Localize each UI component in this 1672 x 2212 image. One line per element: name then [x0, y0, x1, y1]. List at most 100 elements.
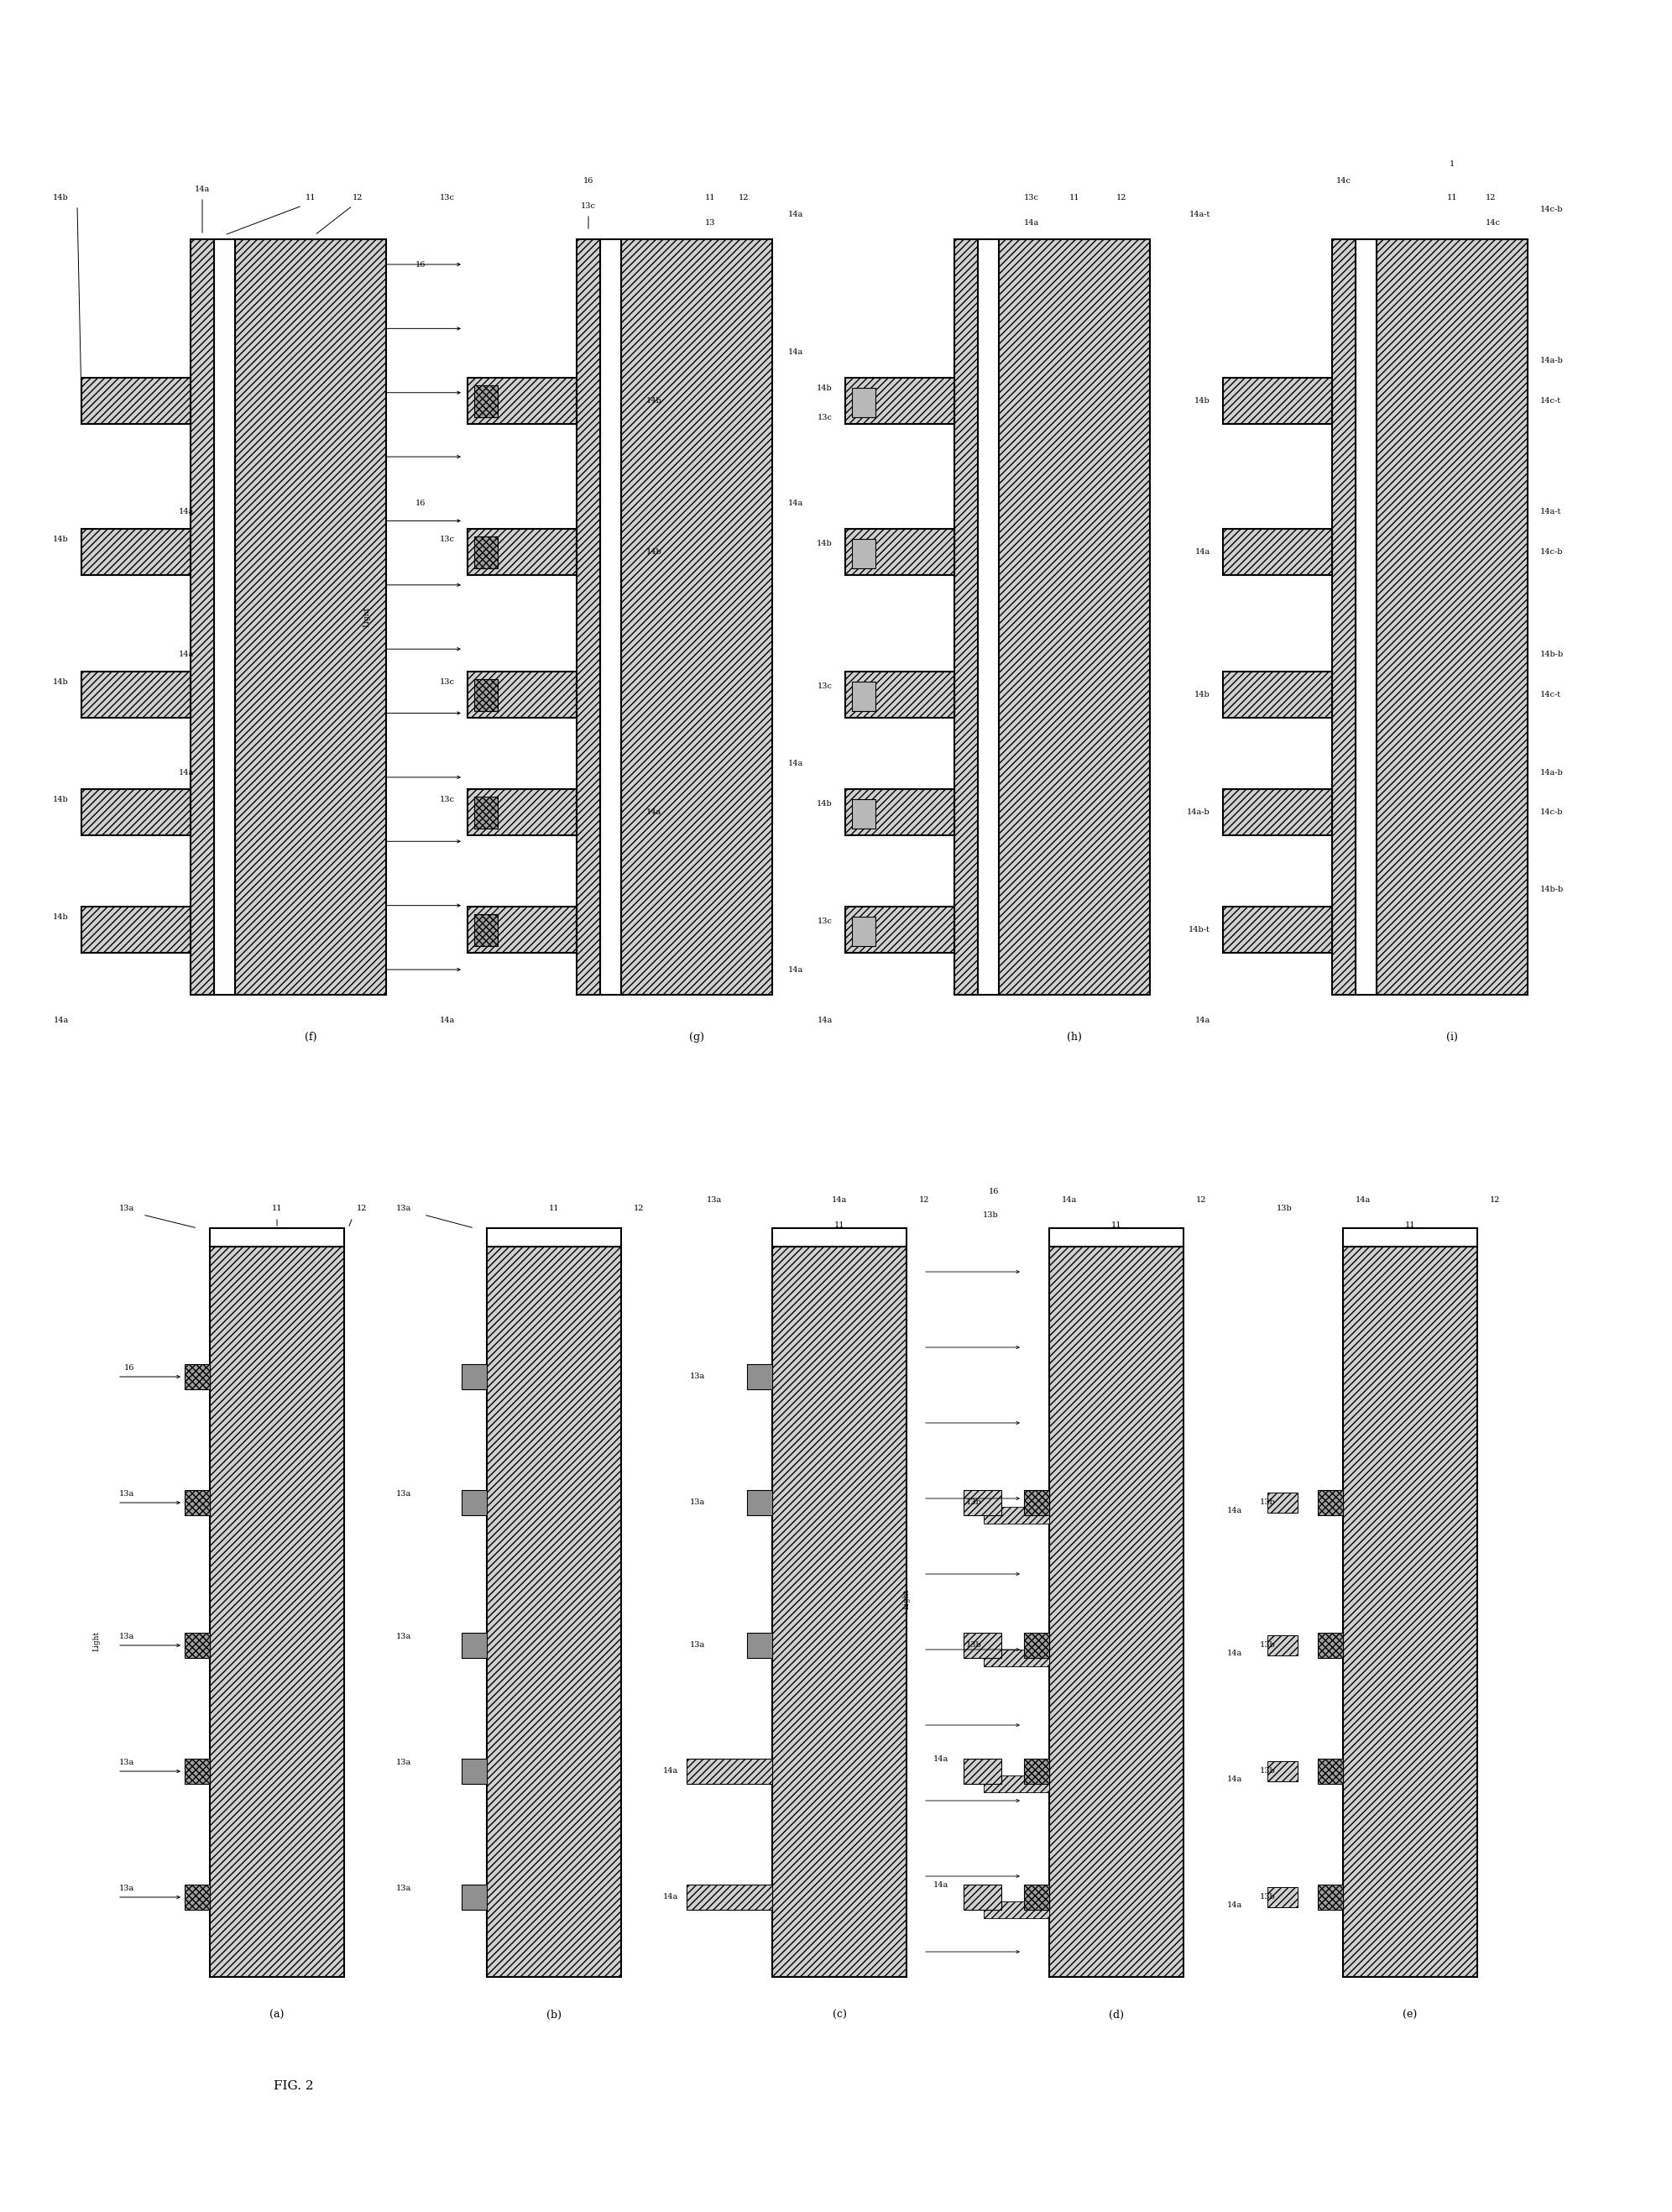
Text: 14a: 14a: [933, 1880, 948, 1889]
Text: 11: 11: [548, 1206, 558, 1212]
Text: 14c-t: 14c-t: [1540, 398, 1562, 405]
Bar: [1318, 1491, 1343, 1515]
Text: (a): (a): [269, 2008, 284, 2020]
Text: 14a: 14a: [818, 1015, 833, 1024]
Bar: [1376, 239, 1528, 995]
Bar: [184, 1491, 211, 1515]
Text: (d): (d): [1109, 2008, 1124, 2020]
Text: 14a: 14a: [662, 1767, 679, 1774]
Bar: [461, 1885, 487, 1909]
Bar: [983, 1776, 1050, 1792]
Text: 14a: 14a: [1227, 1902, 1242, 1909]
Text: 13b: 13b: [966, 1500, 981, 1506]
Text: 14a: 14a: [788, 500, 803, 507]
Bar: [1267, 1761, 1297, 1781]
Text: 13a: 13a: [691, 1500, 706, 1506]
Bar: [1222, 907, 1333, 953]
Bar: [687, 1885, 772, 1909]
Text: 14b: 14b: [1194, 398, 1211, 405]
Text: 14a: 14a: [1227, 1506, 1242, 1515]
Bar: [998, 239, 1150, 995]
Text: 14c: 14c: [1336, 177, 1351, 184]
Text: 12: 12: [1486, 192, 1496, 201]
Text: 14b-b: 14b-b: [1540, 887, 1563, 894]
Text: 13b: 13b: [1261, 1893, 1276, 1900]
Bar: [846, 672, 955, 717]
Text: (h): (h): [1067, 1031, 1082, 1042]
Text: 13a: 13a: [119, 1759, 134, 1767]
Text: 11: 11: [273, 1206, 283, 1212]
Bar: [955, 239, 978, 995]
Bar: [468, 529, 577, 575]
Bar: [475, 385, 498, 418]
Text: 13a: 13a: [119, 1632, 134, 1641]
Text: 14a-t: 14a-t: [1189, 210, 1211, 217]
Bar: [853, 916, 876, 947]
Bar: [1356, 239, 1376, 995]
Text: 14b: 14b: [54, 192, 69, 201]
Bar: [978, 239, 998, 995]
Text: 14a: 14a: [662, 1893, 679, 1900]
Bar: [1222, 378, 1333, 425]
Bar: [1050, 1248, 1184, 1978]
Bar: [772, 1248, 906, 1978]
Bar: [475, 679, 498, 710]
Bar: [577, 239, 600, 995]
Bar: [983, 1902, 1050, 1918]
Text: 13c: 13c: [818, 414, 833, 422]
Bar: [82, 790, 191, 836]
Bar: [963, 1759, 1002, 1783]
Text: (c): (c): [833, 2008, 846, 2020]
Text: 14a: 14a: [788, 761, 803, 768]
Text: 14b: 14b: [818, 540, 833, 546]
Bar: [853, 387, 876, 418]
Text: 14c-b: 14c-b: [1540, 206, 1563, 215]
Text: 11: 11: [306, 192, 316, 201]
Text: 12: 12: [634, 1206, 644, 1212]
Text: 14a: 14a: [1356, 1197, 1371, 1203]
Text: 14a: 14a: [194, 186, 211, 192]
Text: 14a: 14a: [831, 1197, 848, 1203]
Text: 13c: 13c: [440, 796, 455, 803]
Text: 11: 11: [1404, 1221, 1416, 1230]
Text: 13b: 13b: [1261, 1641, 1276, 1650]
Bar: [1023, 1491, 1050, 1515]
Bar: [853, 799, 876, 830]
Text: 13c: 13c: [440, 192, 455, 201]
Bar: [1222, 672, 1333, 717]
Bar: [963, 1632, 1002, 1659]
Bar: [475, 796, 498, 830]
Text: 14a-t: 14a-t: [1540, 509, 1562, 515]
Text: 13c: 13c: [818, 918, 833, 925]
Bar: [1333, 239, 1356, 995]
Text: 14a: 14a: [1227, 1650, 1242, 1657]
Bar: [620, 239, 772, 995]
Text: 16: 16: [124, 1365, 134, 1371]
Text: 14b: 14b: [818, 385, 833, 392]
Text: 13b: 13b: [1261, 1500, 1276, 1506]
Text: 16: 16: [415, 500, 426, 507]
Bar: [468, 790, 577, 836]
Bar: [983, 1506, 1050, 1524]
Bar: [461, 1632, 487, 1659]
Bar: [468, 907, 577, 953]
Text: 12: 12: [1490, 1197, 1500, 1203]
Text: 14a: 14a: [788, 349, 803, 356]
Text: 13a: 13a: [707, 1197, 722, 1203]
Text: 14b: 14b: [54, 914, 69, 920]
Text: 12: 12: [1195, 1197, 1207, 1203]
Text: (f): (f): [304, 1031, 316, 1042]
Text: 1: 1: [1450, 159, 1455, 168]
Bar: [461, 1365, 487, 1389]
Text: 13b: 13b: [1277, 1206, 1292, 1212]
Text: 11: 11: [834, 1221, 844, 1230]
Bar: [963, 1491, 1002, 1515]
Bar: [184, 1759, 211, 1783]
Bar: [846, 529, 955, 575]
Text: 14a-b: 14a-b: [1540, 768, 1563, 776]
Text: 14a: 14a: [179, 650, 194, 659]
Text: 14b: 14b: [1194, 690, 1211, 699]
Text: 13a: 13a: [396, 1206, 411, 1212]
Text: 13b: 13b: [1261, 1767, 1276, 1774]
Bar: [600, 239, 620, 995]
